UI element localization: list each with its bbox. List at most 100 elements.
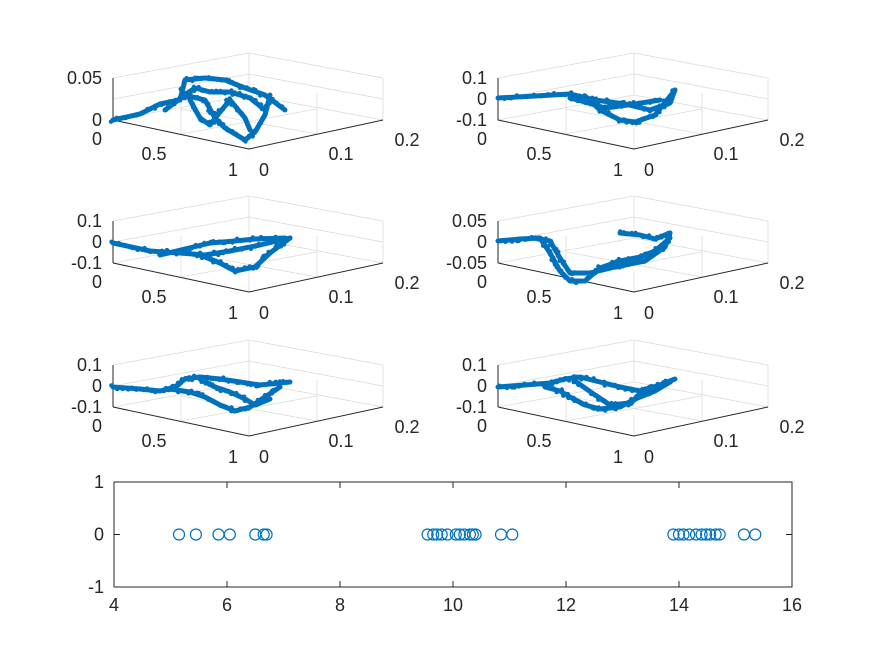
trace-point xyxy=(589,102,595,107)
trace-point xyxy=(214,259,219,265)
y-tick-label: 0.2 xyxy=(394,417,419,437)
grid-line xyxy=(112,216,250,243)
trace-point xyxy=(268,96,273,102)
trace-point xyxy=(524,237,530,242)
trace-point xyxy=(177,95,182,101)
trace-point xyxy=(592,406,597,411)
trace-point xyxy=(211,118,216,123)
trace-point xyxy=(168,387,173,392)
trace-point xyxy=(251,266,256,271)
z-tick-label: 0 xyxy=(92,110,102,130)
x-tick-label: 0 xyxy=(477,416,487,436)
trace-point xyxy=(244,245,250,250)
scatter-point xyxy=(713,528,726,541)
trace-point xyxy=(166,104,172,109)
trace-point xyxy=(237,85,243,91)
z-tick-label: 0.05 xyxy=(452,211,487,231)
trace-point xyxy=(135,247,140,252)
trace-point xyxy=(186,391,191,396)
trace-point xyxy=(588,270,594,275)
trace-point xyxy=(217,239,222,244)
trace-point xyxy=(259,106,264,112)
trace-point xyxy=(218,108,223,113)
trace-point xyxy=(496,238,501,243)
scatter-point xyxy=(260,528,273,541)
axis-line xyxy=(248,262,384,293)
trace-point xyxy=(644,256,649,262)
trace-point xyxy=(114,115,119,121)
trace-point xyxy=(148,106,153,112)
trace-point xyxy=(547,249,553,254)
trace-point xyxy=(262,241,267,246)
trace-point xyxy=(651,389,657,394)
trace-point xyxy=(230,240,235,245)
grid-line xyxy=(497,195,635,222)
scatter-point xyxy=(421,528,434,541)
trace-point xyxy=(206,75,211,80)
trace-point xyxy=(522,381,527,386)
trace-point xyxy=(594,269,599,274)
trace-point xyxy=(650,114,656,120)
trace-point xyxy=(219,260,224,266)
scatter-point xyxy=(172,528,186,541)
trace-point xyxy=(596,264,601,269)
trace-point xyxy=(613,407,618,412)
trace-point xyxy=(237,268,243,273)
trace-point xyxy=(230,129,235,134)
trace-point xyxy=(527,382,532,387)
grid-line xyxy=(112,52,250,79)
trace-point xyxy=(629,230,634,236)
trace-point xyxy=(630,120,635,126)
trace-point xyxy=(576,382,581,388)
trace-point xyxy=(148,249,153,255)
z-tick-label: 0.1 xyxy=(77,211,102,231)
scatter-point xyxy=(667,528,680,541)
trace-point xyxy=(249,96,254,101)
trace-point xyxy=(533,236,538,241)
x-tick-label: 6 xyxy=(222,595,232,615)
x-tick-label: 8 xyxy=(335,595,345,615)
trace-point xyxy=(191,390,196,396)
x-tick-label: 0.5 xyxy=(141,287,166,307)
trace-point xyxy=(560,261,566,266)
trace-point xyxy=(602,398,607,403)
z-tick-label: 0 xyxy=(92,232,102,252)
trace-point xyxy=(566,377,571,382)
scatter-point xyxy=(431,528,444,541)
x-tick-label: 0 xyxy=(92,272,102,292)
trace-point xyxy=(516,238,522,243)
trace-point xyxy=(639,101,644,106)
trace-point xyxy=(253,97,258,103)
grid-line xyxy=(497,339,635,366)
trace-point xyxy=(179,377,184,382)
trace-point xyxy=(631,100,636,105)
trace-point xyxy=(557,258,562,263)
axis-line xyxy=(497,406,635,437)
trace-point xyxy=(267,379,272,385)
trace-point xyxy=(582,93,587,98)
trace-point xyxy=(664,379,669,385)
axis-line xyxy=(633,406,769,437)
y-tick-label: 0.2 xyxy=(779,417,804,437)
trace-point xyxy=(597,109,602,114)
trace-point xyxy=(666,97,671,102)
trace-point xyxy=(222,404,227,409)
trace-point xyxy=(234,133,240,138)
trace-point xyxy=(232,245,237,251)
panel-grid xyxy=(112,195,384,292)
x-tick-label: 0 xyxy=(477,129,487,149)
x-tick-label: 1 xyxy=(228,447,238,467)
trace-point xyxy=(624,120,629,125)
trace-point xyxy=(216,121,222,127)
trace-point xyxy=(196,84,201,90)
trace-point xyxy=(271,387,276,393)
trace-point xyxy=(165,251,171,256)
y-tick-label: -1 xyxy=(88,577,104,597)
trace-point xyxy=(502,96,507,102)
trace-point xyxy=(539,94,544,99)
trace-point xyxy=(120,386,125,392)
trace-point xyxy=(665,230,671,236)
trace-point xyxy=(233,104,239,110)
trace-point xyxy=(256,241,261,247)
trace-point xyxy=(516,384,522,389)
